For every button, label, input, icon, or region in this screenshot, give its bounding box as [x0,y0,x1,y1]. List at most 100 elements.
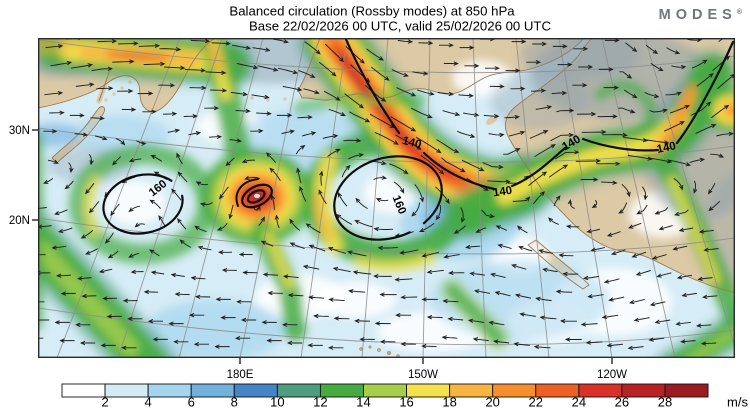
wind-arrow [419,222,435,232]
wind-arrow [554,150,580,160]
wind-arrow [442,110,461,117]
wind-arrow [258,216,265,226]
wind-arrow [307,343,323,348]
wind-arrow [395,312,412,318]
wind-arrow [38,317,50,323]
wind-arrow [38,254,46,256]
colorbar-tick-label: 24 [572,395,586,408]
wind-arrow [411,202,421,217]
wind-arrow [304,41,321,55]
wind-arrow [115,137,126,146]
wind-arrow [665,91,682,96]
wind-arrow [328,345,344,350]
wind-arrow [235,108,251,114]
wind-arrow [225,157,235,167]
wind-arrow [51,245,67,250]
wind-arrow [297,114,313,120]
wind-arrow [332,266,351,273]
wind-arrow [533,344,551,350]
lon-tick-label: 180E [227,369,254,381]
wind-arrow [556,108,575,113]
wind-arrow [535,296,552,302]
wind-arrow [548,164,569,178]
wind-arrow [377,245,398,251]
wind-arrow [318,189,327,205]
wind-arrow [302,131,317,137]
wind-arrow [644,91,660,99]
wind-arrow [50,60,73,67]
wind-arrow [437,91,454,97]
wind-arrow [453,225,466,234]
wind-arrow [85,182,95,195]
wind-arrow [602,132,628,138]
wind-arrow [619,71,633,79]
wind-arrow [681,292,697,298]
wind-arrow [460,207,466,223]
wind-arrow [56,273,72,278]
wind-arrow [134,222,145,228]
wind-arrow [171,188,182,201]
wind-arrow [629,298,645,305]
wind-arrow [415,136,442,154]
wind-arrow [195,294,211,300]
wind-arrow [421,251,440,258]
wind-arrow [716,131,734,137]
wind-arrow [143,289,159,295]
wind-arrow [447,316,464,322]
wind-arrow [343,138,362,143]
wind-arrow [349,111,371,123]
wind-arrow [666,47,681,55]
wind-arrow [458,93,474,98]
wind-arrow [221,268,237,273]
wind-arrow [489,84,505,89]
wind-arrow [262,272,279,277]
wind-arrow [122,298,138,303]
wind-arrow [606,343,624,348]
wind-arrow [150,270,165,275]
wind-arrow [463,112,480,118]
wind-arrow [354,318,371,324]
wind-arrow [558,253,574,258]
wind-arrow [379,292,397,297]
wind-arrow [299,185,307,202]
wind-arrow [696,323,712,328]
wind-arrow [495,225,508,231]
wind-arrow [636,204,648,215]
wind-arrow [43,178,54,184]
wind-arrow [354,219,373,228]
wind-arrow [481,209,495,219]
wind-arrow [598,67,614,72]
wind-arrow [265,152,276,163]
wind-arrow [469,271,486,276]
wind-arrow [670,105,690,114]
wind-arrow [208,134,223,139]
colorbar: 2 4 6 8 10 12 14 16 18 20 22 24 26 28 m/s [61,383,748,408]
wind-arrow [100,343,116,348]
wind-arrow [374,131,399,145]
wind-arrow [49,110,65,115]
wind-arrow [143,61,166,67]
wind-arrow [441,157,466,173]
wind-arrow [215,297,231,302]
wind-arrow [587,294,604,299]
wind-arrow [580,322,598,327]
wind-arrow [576,111,597,117]
wind-arrow [503,148,521,155]
wind-arrow [75,82,95,87]
wind-arrow [530,88,547,93]
wind-arrow [106,314,122,319]
wind-arrow [241,158,256,163]
wind-arrow [118,41,139,46]
wind-arrow [509,130,526,137]
wind-arrow [197,245,212,251]
wind-arrow [88,153,94,166]
wind-arrow [177,217,187,230]
wind-arrow [210,88,228,93]
wind-arrow [345,46,365,64]
wind-arrow [277,67,299,75]
wind-arrow [487,179,511,184]
wind-arrow [488,132,505,138]
wind-arrow [327,247,346,254]
